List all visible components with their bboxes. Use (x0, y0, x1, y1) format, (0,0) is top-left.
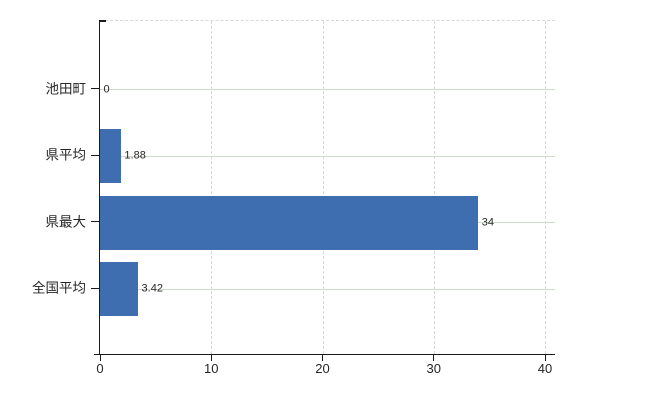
gridline-horizontal (100, 155, 555, 157)
bar-value-label: 3.42 (141, 282, 163, 295)
gridline-horizontal (100, 288, 555, 290)
bar (100, 262, 139, 316)
x-tick-label: 30 (426, 361, 441, 376)
y-axis-line (98, 20, 100, 354)
x-axis-line (94, 353, 555, 355)
gridline-vertical (545, 21, 546, 354)
bar-value-label: 34 (481, 216, 494, 228)
y-axis-tick (91, 154, 99, 156)
y-category-label: 全国平均 (32, 280, 86, 296)
x-axis-tick (322, 354, 324, 361)
x-tick-label: 20 (315, 361, 330, 376)
bar (100, 195, 479, 250)
gridline-horizontal (100, 89, 555, 90)
x-tick-label: 10 (204, 361, 219, 376)
plot-area: 0 1.88 34 3.42 (100, 20, 555, 354)
y-category-label: 県最大 (45, 213, 87, 229)
x-tick-label: 0 (96, 361, 104, 376)
bar-value-label: 0 (103, 83, 110, 95)
y-axis-top-cap (98, 20, 106, 22)
x-axis-tick (433, 354, 435, 361)
gridline-vertical (322, 21, 324, 354)
y-category-label: 池田町 (45, 80, 87, 96)
x-axis-tick (210, 354, 212, 361)
y-axis-tick (91, 221, 99, 223)
bar-value-label: 1.88 (124, 149, 146, 162)
bar (100, 129, 121, 183)
x-tick-label: 40 (537, 361, 553, 376)
gridline-vertical (433, 21, 435, 354)
x-axis-tick (99, 354, 101, 361)
y-axis-tick (91, 287, 99, 289)
y-axis-tick (91, 88, 99, 90)
gridline-vertical (211, 21, 213, 354)
y-category-label: 県平均 (45, 147, 87, 163)
x-axis-tick (544, 354, 546, 361)
